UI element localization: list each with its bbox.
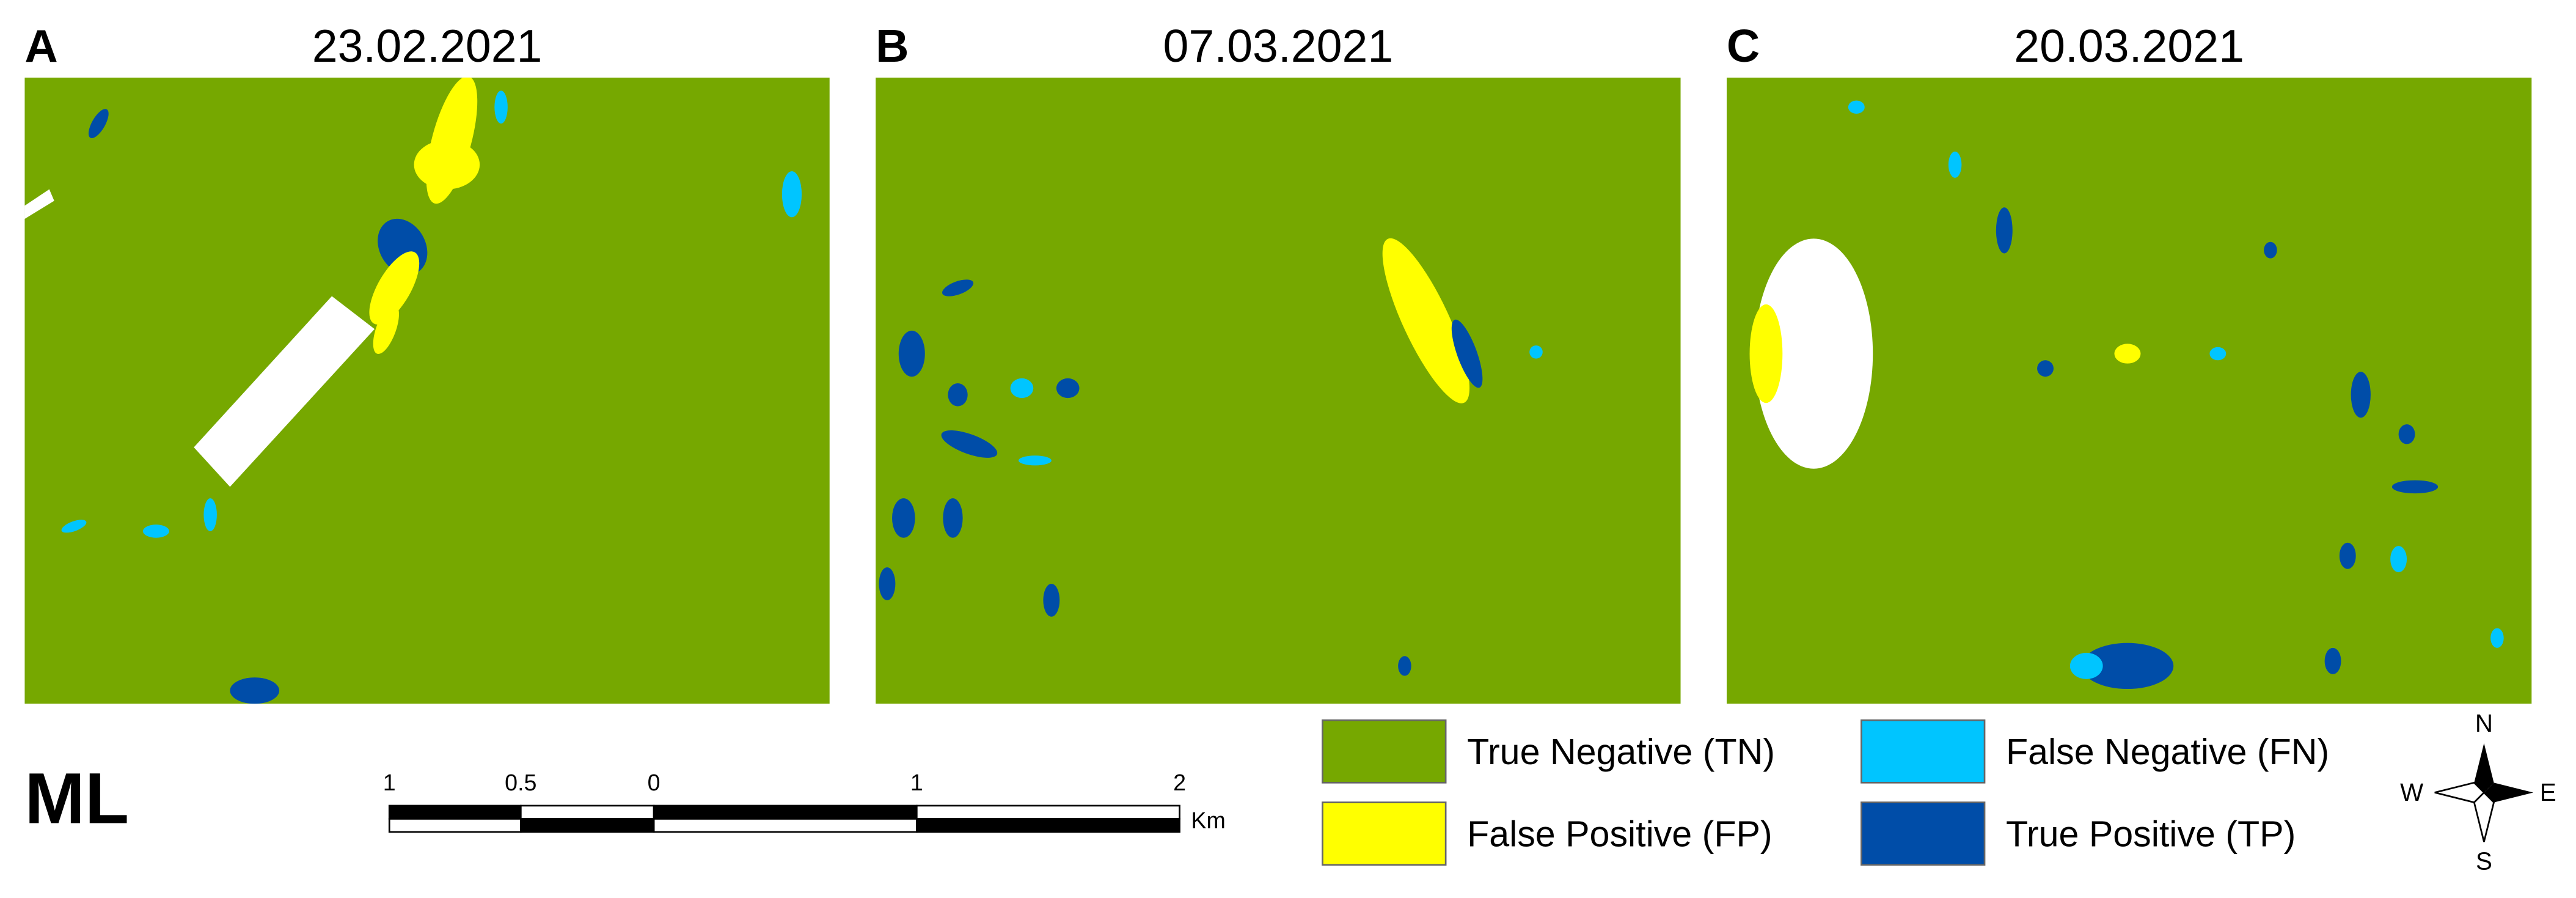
compass-s: S bbox=[2476, 847, 2492, 875]
no-data-area bbox=[194, 296, 375, 487]
classified-patch bbox=[414, 140, 480, 190]
classified-patch bbox=[2209, 347, 2227, 361]
classified-patch bbox=[892, 498, 915, 538]
classified-patch bbox=[88, 109, 109, 139]
classified-patch bbox=[373, 304, 399, 355]
classified-patch bbox=[2351, 372, 2371, 418]
classified-patch bbox=[2398, 424, 2415, 444]
classified-patch bbox=[898, 330, 925, 377]
classified-patch bbox=[2069, 652, 2103, 679]
panel-date: 20.03.2021 bbox=[2014, 20, 2244, 72]
map-panel bbox=[1726, 77, 2532, 704]
method-label: ML bbox=[24, 759, 129, 839]
compass-e: E bbox=[2540, 778, 2556, 806]
scale-segment bbox=[915, 818, 1180, 833]
classified-patch bbox=[1451, 319, 1483, 388]
classified-patch bbox=[2264, 241, 2277, 259]
legend-label: False Positive (FP) bbox=[1467, 814, 1773, 855]
classified-patch bbox=[941, 430, 998, 458]
classified-patch bbox=[230, 677, 280, 704]
scale-segment bbox=[653, 804, 918, 820]
classified-patch bbox=[2490, 628, 2504, 648]
scale-segment bbox=[653, 818, 918, 833]
classified-patch bbox=[2339, 542, 2356, 569]
map-panel bbox=[24, 77, 830, 704]
legend-label: True Positive (TP) bbox=[2006, 814, 2296, 855]
classified-patch bbox=[494, 90, 508, 124]
panel-letter: A bbox=[24, 20, 57, 72]
classified-patch bbox=[1043, 583, 1060, 617]
classified-patch bbox=[1010, 378, 1034, 399]
scale-label: 1 bbox=[910, 770, 923, 795]
legend-label: True Negative (TN) bbox=[1467, 731, 1775, 772]
scale-segment bbox=[519, 818, 655, 833]
classified-patch bbox=[2114, 344, 2141, 364]
scale-label: 0.5 bbox=[505, 770, 536, 795]
classified-patch bbox=[1754, 238, 1873, 469]
scale-segment bbox=[519, 804, 655, 820]
scale-segment bbox=[915, 804, 1180, 820]
classified-patch bbox=[1019, 455, 1052, 466]
map-background bbox=[876, 77, 1681, 704]
classified-patch bbox=[1996, 207, 2013, 254]
classified-patch bbox=[948, 383, 968, 407]
legend-swatch bbox=[1322, 719, 1447, 784]
classified-patch bbox=[1398, 656, 1411, 676]
classified-patch bbox=[2324, 647, 2341, 674]
legend-label: False Negative (FN) bbox=[2006, 731, 2329, 772]
legend-swatch bbox=[1322, 801, 1447, 866]
panel-date: 23.02.2021 bbox=[312, 20, 543, 72]
panel-letter: C bbox=[1727, 20, 1760, 72]
classified-patch bbox=[61, 520, 87, 533]
classified-patch bbox=[2391, 480, 2439, 494]
classified-patch bbox=[369, 251, 420, 325]
classified-patch bbox=[1848, 100, 1865, 114]
scale-label: 0 bbox=[648, 770, 660, 795]
scale-label: 2 bbox=[1173, 770, 1186, 795]
classified-patch bbox=[2081, 642, 2174, 690]
classified-patch bbox=[2037, 360, 2054, 377]
classified-patch bbox=[1382, 238, 1470, 403]
no-data-area bbox=[24, 189, 54, 219]
panel-letter: B bbox=[876, 20, 909, 72]
classified-patch bbox=[942, 279, 974, 296]
panel-date: 07.03.2021 bbox=[1163, 20, 1394, 72]
compass: N S W E bbox=[2400, 709, 2556, 875]
legend-swatch bbox=[1861, 801, 1986, 866]
compass-n: N bbox=[2475, 709, 2493, 737]
map-panel bbox=[876, 77, 1681, 704]
classified-patch bbox=[1749, 304, 1783, 403]
scale-label: 1 bbox=[383, 770, 396, 795]
classified-patch bbox=[1948, 151, 1962, 178]
scale-segment bbox=[388, 818, 522, 833]
compass-arrow bbox=[2474, 743, 2494, 793]
classified-patch bbox=[142, 524, 169, 538]
classified-patch bbox=[2390, 546, 2407, 573]
legend-swatch bbox=[1861, 719, 1986, 784]
classified-patch bbox=[203, 498, 217, 531]
scale-segment bbox=[388, 804, 522, 820]
classified-patch bbox=[781, 171, 802, 218]
scale-unit: Km bbox=[1191, 808, 1225, 833]
classified-patch bbox=[943, 498, 963, 538]
classified-patch bbox=[1529, 345, 1543, 359]
classified-patch bbox=[879, 567, 896, 600]
compass-w: W bbox=[2400, 778, 2423, 806]
classified-patch bbox=[1056, 378, 1080, 399]
compass-arrow bbox=[2484, 782, 2534, 803]
compass-arrow bbox=[2434, 781, 2486, 804]
